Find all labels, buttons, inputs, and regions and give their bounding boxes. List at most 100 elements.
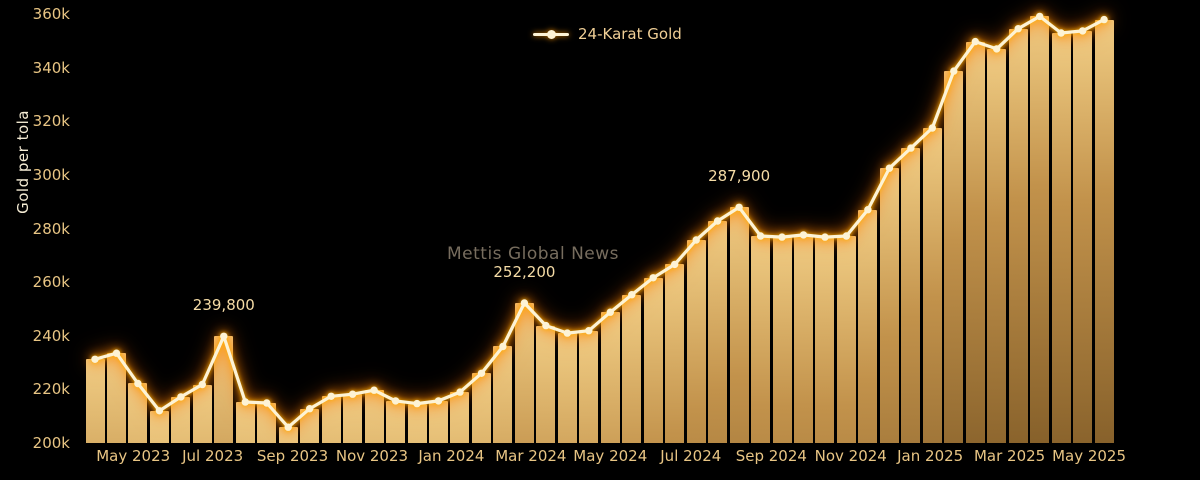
data-point-marker[interactable] bbox=[950, 67, 958, 75]
bar[interactable] bbox=[364, 390, 384, 443]
data-point-marker[interactable] bbox=[885, 164, 894, 172]
data-point-marker[interactable] bbox=[1036, 12, 1044, 21]
data-point-marker[interactable] bbox=[391, 397, 400, 405]
bar[interactable] bbox=[149, 410, 169, 443]
bar[interactable] bbox=[858, 209, 878, 443]
data-point-marker[interactable] bbox=[306, 405, 314, 413]
bar[interactable] bbox=[192, 384, 212, 443]
bar[interactable] bbox=[1008, 28, 1028, 443]
bar[interactable] bbox=[901, 148, 921, 443]
bar[interactable] bbox=[128, 383, 148, 443]
data-point-marker[interactable] bbox=[91, 355, 99, 363]
bar[interactable] bbox=[471, 373, 491, 443]
data-point-marker[interactable] bbox=[993, 45, 1001, 53]
data-point-marker[interactable] bbox=[907, 144, 915, 152]
data-point-marker[interactable] bbox=[778, 233, 786, 241]
bar[interactable] bbox=[665, 264, 685, 443]
data-point-marker[interactable] bbox=[241, 398, 249, 406]
bar[interactable] bbox=[386, 400, 406, 443]
data-point-marker[interactable] bbox=[628, 291, 636, 299]
data-point-marker[interactable] bbox=[671, 260, 679, 269]
data-point-marker[interactable] bbox=[477, 369, 486, 377]
data-point-marker[interactable] bbox=[456, 388, 464, 396]
data-point-marker[interactable] bbox=[1057, 29, 1065, 37]
data-point-marker[interactable] bbox=[263, 399, 271, 407]
bar[interactable] bbox=[214, 336, 234, 443]
data-point-marker[interactable] bbox=[1100, 15, 1108, 24]
data-point-marker[interactable] bbox=[413, 399, 421, 408]
bar[interactable] bbox=[1030, 16, 1050, 443]
data-point-marker[interactable] bbox=[370, 386, 378, 394]
data-point-marker[interactable] bbox=[284, 423, 292, 431]
x-axis-tick-label: Nov 2023 bbox=[335, 447, 409, 465]
data-point-marker[interactable] bbox=[542, 321, 550, 330]
bar[interactable] bbox=[836, 236, 856, 443]
data-point-marker[interactable] bbox=[971, 37, 979, 46]
bar[interactable] bbox=[300, 408, 320, 443]
bar[interactable] bbox=[987, 48, 1007, 443]
data-point-marker[interactable] bbox=[499, 342, 507, 351]
bar[interactable] bbox=[622, 294, 642, 443]
bar[interactable] bbox=[321, 396, 341, 443]
bar[interactable] bbox=[407, 403, 427, 443]
bar[interactable] bbox=[751, 236, 771, 443]
data-point-marker[interactable] bbox=[799, 231, 808, 239]
data-point-marker[interactable] bbox=[134, 379, 142, 388]
bar[interactable] bbox=[772, 237, 792, 443]
bar[interactable] bbox=[493, 346, 513, 443]
data-point-marker[interactable] bbox=[348, 390, 357, 398]
data-point-marker[interactable] bbox=[155, 407, 164, 415]
data-point-marker[interactable] bbox=[585, 327, 593, 335]
bar[interactable] bbox=[729, 207, 749, 443]
data-point-marker[interactable] bbox=[198, 380, 206, 389]
bar[interactable] bbox=[600, 312, 620, 443]
bar[interactable] bbox=[429, 400, 449, 443]
bar[interactable] bbox=[235, 401, 255, 443]
bar[interactable] bbox=[557, 333, 577, 443]
data-point-marker[interactable] bbox=[1014, 25, 1022, 33]
data-point-marker[interactable] bbox=[713, 217, 722, 225]
bar[interactable] bbox=[343, 394, 363, 443]
bar[interactable] bbox=[1073, 30, 1093, 443]
bar[interactable] bbox=[708, 221, 728, 443]
data-point-marker[interactable] bbox=[563, 329, 571, 337]
bar[interactable] bbox=[879, 168, 899, 443]
data-point-marker[interactable] bbox=[606, 308, 614, 316]
bar[interactable] bbox=[579, 330, 599, 443]
data-point-marker[interactable] bbox=[928, 124, 936, 132]
bar[interactable] bbox=[257, 403, 277, 443]
bar[interactable] bbox=[278, 427, 298, 443]
data-point-marker[interactable] bbox=[220, 332, 228, 340]
bar[interactable] bbox=[514, 303, 534, 443]
data-point-marker[interactable] bbox=[756, 232, 765, 240]
bar[interactable] bbox=[965, 41, 985, 443]
bar[interactable] bbox=[686, 240, 706, 443]
data-point-marker[interactable] bbox=[842, 232, 851, 240]
data-point-marker[interactable] bbox=[692, 236, 700, 244]
data-point-marker[interactable] bbox=[864, 206, 872, 214]
bar[interactable] bbox=[643, 277, 663, 443]
data-point-marker[interactable] bbox=[735, 203, 743, 211]
bar[interactable] bbox=[450, 392, 470, 443]
data-point-marker[interactable] bbox=[327, 392, 335, 400]
legend-item-24-karat-gold[interactable]: 24-Karat Gold bbox=[533, 25, 682, 43]
x-axis-tick-label: Nov 2024 bbox=[814, 447, 887, 465]
data-point-marker[interactable] bbox=[434, 397, 443, 405]
bar[interactable] bbox=[171, 396, 191, 443]
data-point-marker[interactable] bbox=[520, 299, 529, 307]
data-point-marker[interactable] bbox=[1078, 27, 1087, 35]
bar[interactable] bbox=[85, 359, 105, 443]
bar[interactable] bbox=[1094, 19, 1114, 443]
data-label: 287,900 bbox=[708, 167, 771, 186]
bar[interactable] bbox=[815, 237, 835, 443]
data-point-marker[interactable] bbox=[649, 274, 657, 282]
bar[interactable] bbox=[1051, 33, 1071, 443]
data-point-marker[interactable] bbox=[112, 349, 121, 357]
bar[interactable] bbox=[536, 325, 556, 443]
bar[interactable] bbox=[944, 71, 964, 443]
data-point-marker[interactable] bbox=[821, 233, 829, 241]
bar[interactable] bbox=[794, 234, 813, 443]
bar[interactable] bbox=[922, 127, 942, 443]
bar[interactable] bbox=[106, 353, 126, 443]
data-point-marker[interactable] bbox=[177, 393, 185, 401]
